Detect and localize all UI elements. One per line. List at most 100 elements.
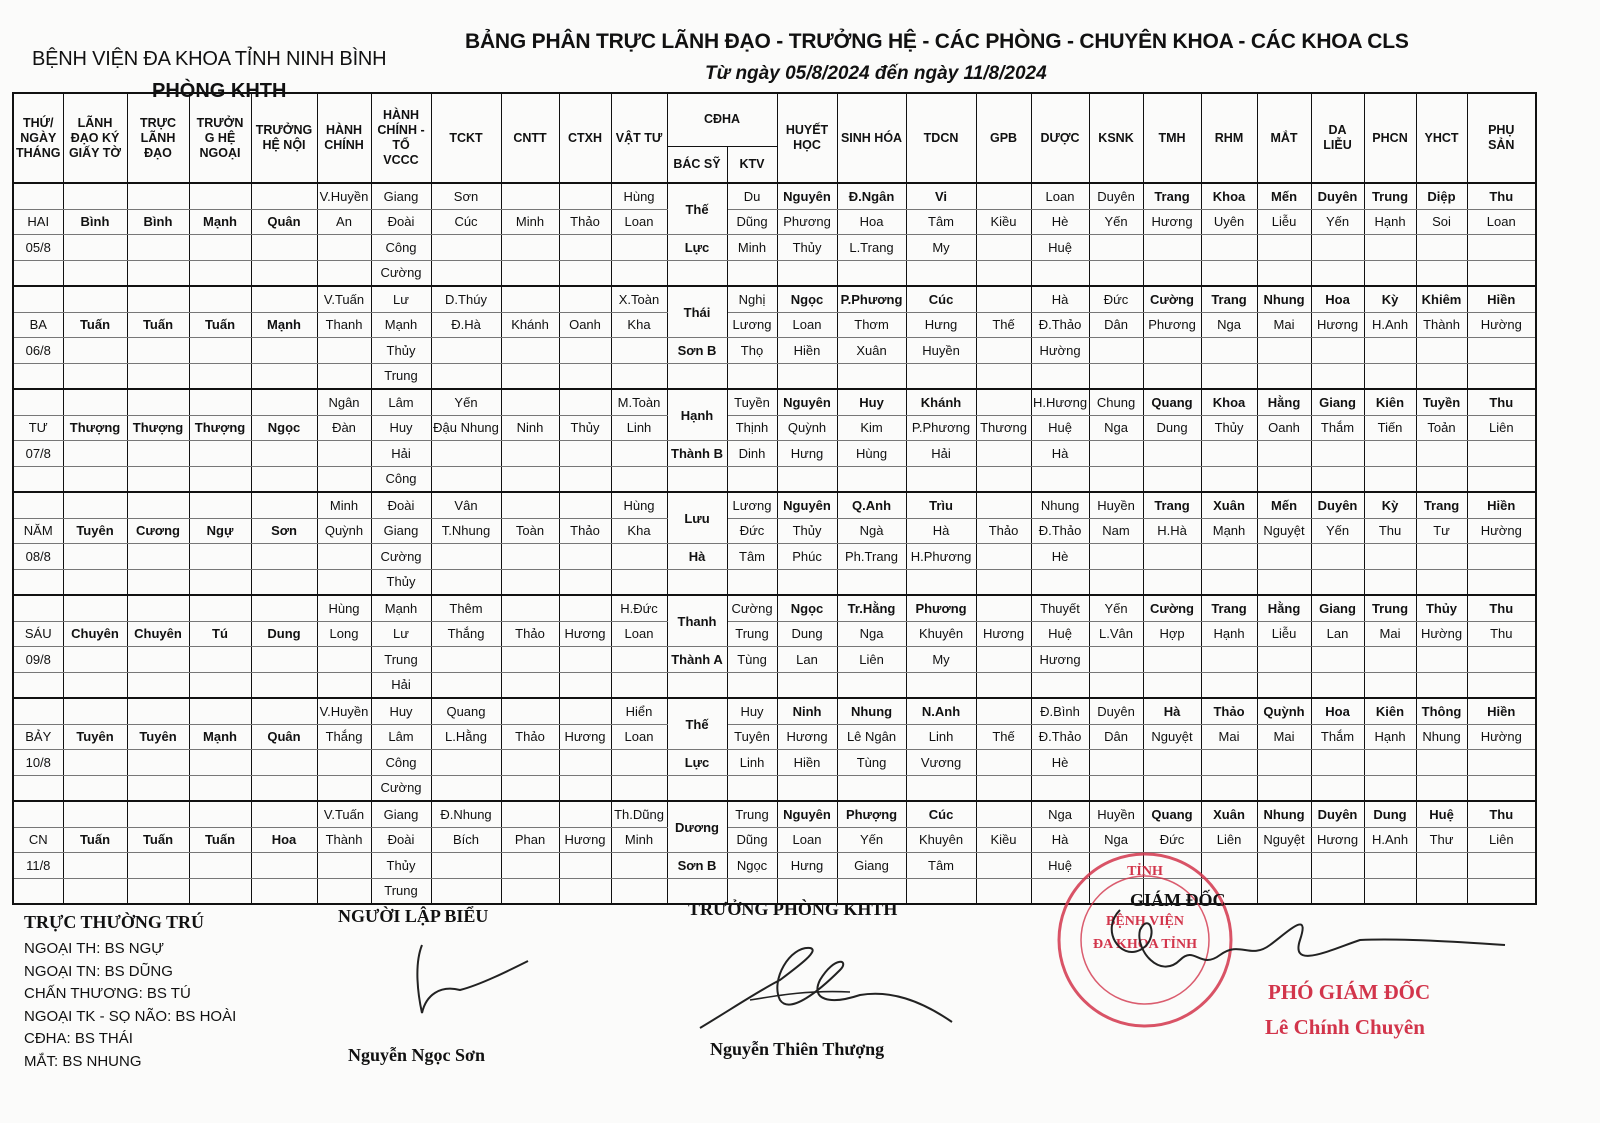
column-header: HÀNH CHÍNH - TỔ VCCC: [370, 92, 432, 184]
schedule-row: TƯ Thượng Thượng Thượng Ngọc Đàn Huy Đậu Nhung N…: [12, 414, 1537, 441]
cell-truc: Bình: [126, 208, 190, 235]
cell-hh: Phúc: [776, 543, 838, 570]
cdha-doctor-cell: [666, 774, 728, 802]
schedule-row: Thủy: [12, 568, 1537, 596]
cell-yhct: [1415, 234, 1468, 261]
cell-phcn: [1363, 440, 1417, 467]
cell-tckt: L.Hằng: [430, 723, 502, 750]
cell-vattu: [610, 234, 668, 261]
cell-vattu: Hùng: [610, 491, 668, 519]
cell-gpb: Kiều: [975, 826, 1032, 853]
cell-vccc: Trung: [370, 646, 432, 673]
cell-ps: Thu: [1466, 182, 1537, 210]
cell-tdcn: Linh: [905, 723, 977, 750]
schedule-row: V.Tuấn Lư D.Thúy X.Toàn Thái Nghị Ngọc P.Phương…: [12, 285, 1537, 338]
cell-phcn: [1363, 234, 1417, 261]
cell-phcn: [1363, 337, 1417, 364]
cdha-doctor-cell: Thế: [666, 182, 728, 235]
cell-ky: [62, 568, 128, 596]
cell-ctxh: [558, 440, 612, 467]
cell-sh: Kim: [836, 414, 907, 441]
weekday-label: TƯ: [12, 414, 64, 441]
cell-ksnk: [1088, 568, 1144, 596]
cell-hh: Hương: [776, 723, 838, 750]
column-header-cdha-ktv: KTV: [726, 145, 778, 184]
cell-vccc: Thủy: [370, 337, 432, 364]
cell-gpb: [975, 491, 1032, 519]
cell-ky: Tuấn: [62, 826, 128, 853]
cell-ngoai: [188, 543, 252, 570]
cell-tdcn: Khánh: [905, 388, 977, 416]
cell-hc: Thành: [316, 826, 372, 853]
cell-ngoai: [188, 388, 252, 416]
director-title: GIÁM ĐỐC: [1130, 890, 1226, 910]
cell-truc: Thượng: [126, 414, 190, 441]
cell-noi: Sơn: [250, 517, 318, 544]
cell-truc: [126, 800, 190, 828]
cell-gpb: Hương: [975, 620, 1032, 647]
cell-ngoai: [188, 774, 252, 802]
cell-ctxh: Thủy: [558, 414, 612, 441]
schedule-row: HAI Bình Bình Mạnh Quân An Đoài Cúc Minh Thảo Loan…: [12, 208, 1537, 235]
cdha-doctor-cell: [666, 259, 728, 287]
cdha-doctor-cell: Lưu: [666, 491, 728, 544]
cell-ps: [1466, 646, 1537, 673]
cell-ksnk: [1088, 877, 1144, 905]
schedule-row: Trung: [12, 362, 1537, 390]
cell-tmh: Trang: [1142, 182, 1202, 210]
cdha-doctor-cell: Dương: [666, 800, 728, 853]
cell-hh: Quỳnh: [776, 414, 838, 441]
cell-tdcn: Cúc: [905, 285, 977, 313]
weekday-label: CN: [12, 826, 64, 853]
cell-ky: [62, 671, 128, 699]
cell-cntt: [500, 594, 560, 622]
cell-rhm: [1200, 749, 1258, 776]
cell-ctxh: [558, 337, 612, 364]
cell-cntt: [500, 774, 560, 802]
schedule-row: 09/8 Trung Thành A Tùng Lan Liên My Hương: [12, 646, 1537, 673]
cell-ky: [62, 697, 128, 725]
cell-tdcn: Phương: [905, 594, 977, 622]
cell-phcn: [1363, 465, 1417, 493]
cell-ky: [62, 182, 128, 210]
cell-vattu: [610, 259, 668, 287]
cell-sh: Lê Ngân: [836, 723, 907, 750]
cell-tdcn: [905, 774, 977, 802]
cell-mat: Nguyệt: [1256, 826, 1312, 853]
cell-gpb: [975, 182, 1032, 210]
cell-tmh: Đức: [1142, 826, 1202, 853]
cell-gpb: [975, 697, 1032, 725]
cell-rhm: [1200, 362, 1258, 390]
cell-vattu: Minh: [610, 826, 668, 853]
cell-hh: Nguyên: [776, 800, 838, 828]
schedule-row: Ngân Lâm Yến M.Toàn Hạnh Tuyền Nguyên Huy Khánh H…: [12, 388, 1537, 441]
column-header: TRƯỞN G HỆ NGOẠI: [188, 92, 252, 184]
schedule-row: Cường: [12, 774, 1537, 802]
column-header: TRỰC LÃNH ĐẠO: [126, 92, 190, 184]
cell-duoc: [1030, 362, 1090, 390]
cell-cntt: [500, 800, 560, 828]
cell-noi: Quân: [250, 208, 318, 235]
cell-ctxh: Hương: [558, 723, 612, 750]
schedule-row: 11/8 Thủy Sơn B Ngọc Hưng Giang Tâm Huệ: [12, 852, 1537, 879]
cell-yhct: [1415, 568, 1468, 596]
cell-vattu: Linh: [610, 414, 668, 441]
cell-tdcn: My: [905, 234, 977, 261]
hospital-name: BỆNH VIỆN ĐA KHOA TỈNH NINH BÌNH: [32, 48, 387, 70]
cell-ksnk: [1088, 259, 1144, 287]
cell-ktv: Huy: [726, 697, 778, 725]
cell-rhm: [1200, 337, 1258, 364]
cell-vattu: M.Toàn: [610, 388, 668, 416]
cell-sh: [836, 671, 907, 699]
preparer-signature: [416, 944, 529, 1014]
cell-vattu: Kha: [610, 517, 668, 544]
cell-truc: Chuyên: [126, 620, 190, 647]
cdha-doctor-cell: Lực: [666, 749, 728, 776]
cell-noi: [250, 852, 318, 879]
cell-ky: Tuyên: [62, 517, 128, 544]
cell-dl: [1310, 671, 1365, 699]
cell-gpb: [975, 774, 1032, 802]
cell-hc: [316, 440, 372, 467]
cell-yhct: [1415, 465, 1468, 493]
schedule-row: BA Tuấn Tuấn Tuấn Mạnh Thanh Mạnh Đ.Hà Khánh Oanh…: [12, 311, 1537, 338]
